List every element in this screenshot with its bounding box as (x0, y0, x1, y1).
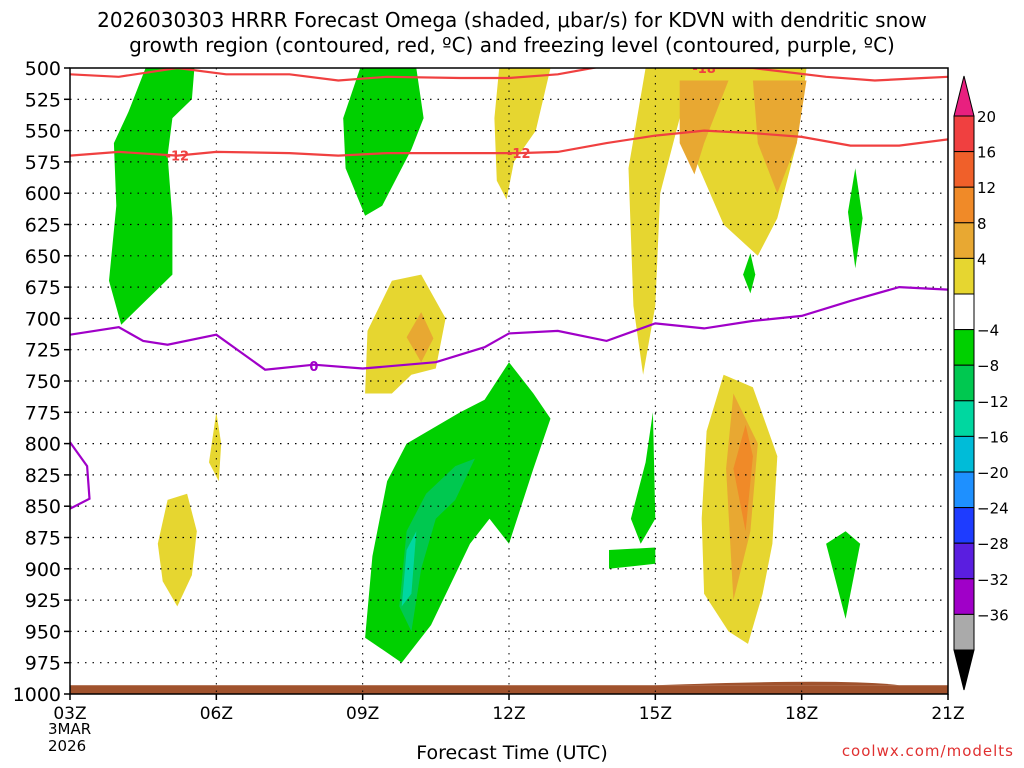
colorbar-label-11: −24 (977, 500, 1009, 518)
omega-region-yellow-lower-left-small (209, 412, 222, 482)
x-tick-label-06Z: 06Z (200, 704, 233, 724)
y-tick-label-950: 950 (25, 621, 61, 643)
y-tick-label-675: 675 (25, 277, 61, 299)
colorbar-bin-11 (953, 507, 975, 544)
credit-link[interactable]: coolwx.com/modelts (841, 742, 1014, 760)
colorbar-bin-13 (953, 578, 975, 615)
colorbar-arrow-top (953, 75, 975, 117)
y-tick-label-750: 750 (25, 371, 61, 393)
colorbar-label-1: 16 (977, 144, 996, 162)
ground-strip (70, 685, 948, 694)
red-contour-label-1-0: -12 (166, 150, 190, 165)
red-contour-label-1-1: -12 (507, 147, 531, 162)
colorbar-bin-8 (953, 400, 975, 437)
omega-region-yellow-lower-left (157, 493, 197, 607)
colorbar-label-13: −32 (977, 571, 1009, 589)
colorbar-bin-3 (953, 222, 975, 259)
omega-region-green-small-15z (743, 253, 756, 294)
y-tick-label-525: 525 (25, 89, 61, 111)
purple-contour-0 (70, 285, 948, 371)
y-tick-label-550: 550 (25, 121, 61, 143)
y-tick-label-650: 650 (25, 246, 61, 268)
colorbar-bin-5 (953, 293, 975, 331)
omega-region-yellow-upper-mid (494, 68, 551, 200)
y-tick-label-850: 850 (25, 496, 61, 518)
red-contour-label-0-0: -18 (692, 62, 716, 77)
date-label-year: 2026 (48, 737, 87, 755)
y-tick-label-625: 625 (25, 215, 61, 237)
colorbar-label-4: 4 (977, 250, 987, 268)
omega-region-orange-mid-left (406, 312, 434, 363)
omega-region-green-small-19z-lower (826, 531, 861, 619)
omega-region-green-upper-left (109, 68, 195, 325)
omega-region-green-upper-mid (343, 68, 424, 216)
chart-title-line1: 2026030303 HRRR Forecast Omega (shaded, … (97, 8, 927, 32)
y-tick-label-925: 925 (25, 590, 61, 612)
y-tick-label-500: 500 (25, 58, 61, 80)
colorbar-bin-1 (953, 151, 975, 188)
colorbar-bin-7 (953, 364, 975, 402)
x-tick-label-15Z: 15Z (639, 704, 672, 724)
colorbar-bin-9 (953, 435, 975, 473)
colorbar-bin-12 (953, 542, 975, 580)
colorbar-label-8: −12 (977, 393, 1009, 411)
colorbar-bin-0 (953, 115, 975, 153)
y-tick-label-875: 875 (25, 528, 61, 550)
omega-region-darkorange-lower-right (733, 424, 753, 532)
red-contour-0 (70, 68, 948, 82)
colorbar-label-7: −8 (977, 357, 999, 375)
x-tick-label-18Z: 18Z (785, 704, 818, 724)
omega-region-orange-upper-right-1 (679, 80, 729, 175)
x-axis-label: Forecast Time (UTC) (416, 742, 608, 764)
colorbar-arrow-bottom (953, 649, 975, 691)
omega-region-green-lower-right-vert (630, 412, 656, 544)
colorbar-label-10: −20 (977, 464, 1009, 482)
colorbar-label-9: −16 (977, 428, 1009, 446)
purple-contour-label-0-0: 0 (309, 360, 318, 375)
colorbar-bin-4 (953, 257, 975, 295)
chart-title-line2: growth region (contoured, red, ºC) and f… (129, 33, 895, 57)
colorbar-label-2: 12 (977, 179, 996, 197)
y-tick-label-900: 900 (25, 559, 61, 581)
y-tick-label-600: 600 (25, 183, 61, 205)
y-tick-label-725: 725 (25, 340, 61, 362)
colorbar-bin-10 (953, 471, 975, 509)
colorbar-label-0: 20 (977, 108, 996, 126)
y-tick-label-700: 700 (25, 308, 61, 330)
x-tick-label-12Z: 12Z (492, 704, 525, 724)
colorbar-label-14: −36 (977, 606, 1009, 624)
omega-region-orange-upper-right-2 (752, 80, 807, 194)
purple-contour-1 (70, 441, 91, 510)
colorbar-bin-14 (953, 613, 975, 651)
omega-region-green-lower-right-rect (609, 547, 656, 569)
colorbar-bin-2 (953, 186, 975, 224)
plot-area: -18 -12 -12 0 (70, 62, 948, 694)
x-tick-label-09Z: 09Z (346, 704, 379, 724)
x-tick-label-03Z: 03Z (53, 704, 86, 724)
date-label-day: 3MAR (48, 720, 92, 738)
colorbar-bin-6 (953, 329, 975, 366)
colorbar-label-6: −4 (977, 322, 999, 340)
colorbar-label-3: 8 (977, 215, 987, 233)
ground-bump (655, 681, 900, 686)
y-tick-label-800: 800 (25, 434, 61, 456)
y-tick-label-775: 775 (25, 402, 61, 424)
omega-chart: -18 -12 -12 0 500 525 550 575 600 625 650 675 700 725… (13, 58, 1009, 724)
colorbar-label-12: −28 (977, 535, 1009, 553)
x-tick-label-21Z: 21Z (931, 704, 964, 724)
y-tick-label-1000: 1000 (13, 684, 61, 706)
y-tick-label-825: 825 (25, 465, 61, 487)
y-tick-label-975: 975 (25, 653, 61, 675)
y-tick-label-575: 575 (25, 152, 61, 174)
red-contour-1 (70, 129, 948, 157)
